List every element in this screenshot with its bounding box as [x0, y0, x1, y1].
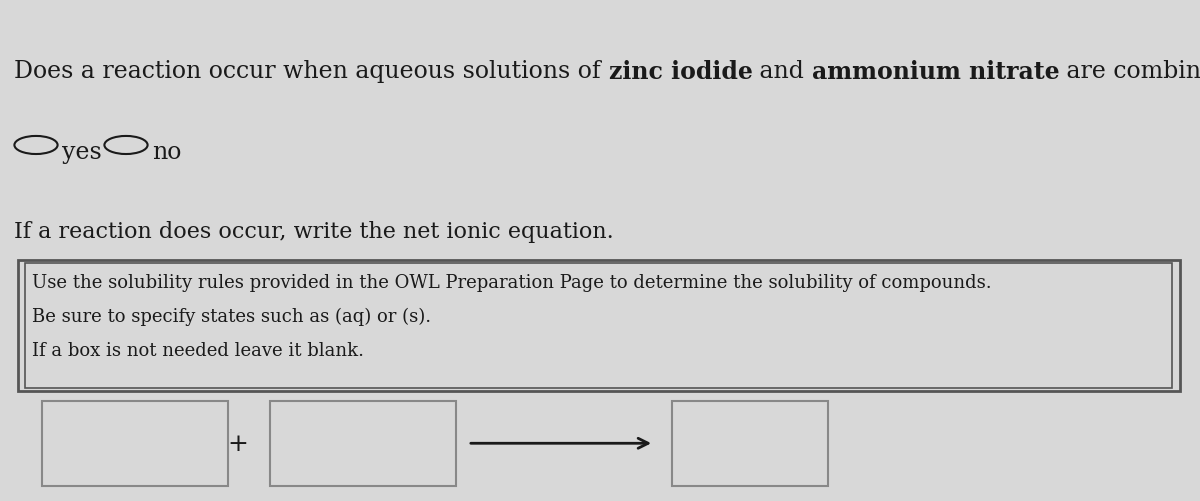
- Text: +: +: [227, 432, 248, 455]
- Text: ammonium nitrate: ammonium nitrate: [811, 60, 1060, 84]
- FancyBboxPatch shape: [18, 261, 1180, 391]
- FancyBboxPatch shape: [42, 401, 228, 486]
- Text: Use the solubility rules provided in the OWL Preparation Page to determine the s: Use the solubility rules provided in the…: [32, 273, 992, 291]
- Text: no: no: [152, 140, 181, 163]
- Text: Be sure to specify states such as (aq) or (s).: Be sure to specify states such as (aq) o…: [32, 307, 432, 326]
- Text: are combined?: are combined?: [1060, 60, 1200, 83]
- Text: zinc iodide: zinc iodide: [608, 60, 752, 84]
- Text: If a reaction does occur, write the net ionic equation.: If a reaction does occur, write the net …: [14, 220, 614, 242]
- FancyBboxPatch shape: [672, 401, 828, 486]
- Text: yes: yes: [62, 140, 102, 163]
- Text: Does a reaction occur when aqueous solutions of: Does a reaction occur when aqueous solut…: [14, 60, 608, 83]
- Text: and: and: [752, 60, 811, 83]
- FancyBboxPatch shape: [270, 401, 456, 486]
- Text: If a box is not needed leave it blank.: If a box is not needed leave it blank.: [32, 342, 365, 360]
